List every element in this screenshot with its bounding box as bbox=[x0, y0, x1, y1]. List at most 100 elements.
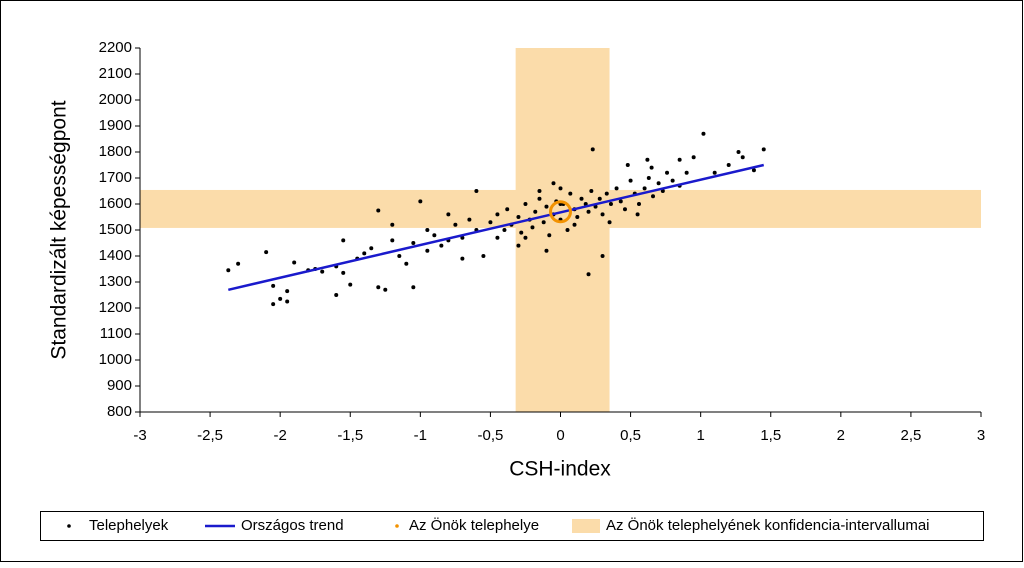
data-point bbox=[677, 157, 682, 162]
y-tick-label: 1400 bbox=[99, 247, 132, 264]
data-point bbox=[551, 181, 556, 186]
data-point bbox=[236, 261, 241, 266]
x-tick-label: 0 bbox=[556, 427, 564, 444]
data-point bbox=[516, 215, 521, 219]
data-point bbox=[636, 202, 641, 206]
x-axis-title: CSH-index bbox=[509, 458, 611, 481]
data-point bbox=[411, 241, 416, 245]
data-point bbox=[656, 181, 661, 186]
data-point bbox=[226, 268, 231, 273]
data-point bbox=[453, 222, 458, 227]
y-tick-label: 1200 bbox=[99, 299, 132, 316]
data-point bbox=[579, 196, 584, 201]
data-point bbox=[701, 131, 706, 136]
data-point bbox=[537, 189, 542, 193]
legend-marker bbox=[572, 519, 600, 533]
data-point bbox=[488, 220, 493, 225]
y-tick-label: 2100 bbox=[99, 65, 132, 82]
y-tick-label: 2200 bbox=[99, 39, 132, 56]
data-point bbox=[446, 212, 451, 217]
data-point bbox=[558, 186, 563, 191]
legend-label: Az Önök telephelye bbox=[409, 516, 539, 534]
data-point bbox=[618, 199, 623, 204]
y-tick-label: 1500 bbox=[99, 221, 132, 238]
data-point bbox=[712, 170, 717, 175]
data-point bbox=[404, 261, 409, 266]
y-tick-label: 1000 bbox=[99, 351, 132, 368]
data-point bbox=[411, 285, 416, 290]
data-point bbox=[646, 176, 651, 180]
x-tick-label: -2 bbox=[273, 427, 286, 444]
data-point bbox=[589, 189, 594, 193]
data-point bbox=[460, 235, 465, 240]
data-point bbox=[397, 254, 402, 258]
data-point bbox=[320, 269, 325, 274]
data-point bbox=[568, 191, 573, 196]
data-point bbox=[362, 251, 367, 256]
data-point bbox=[390, 222, 395, 227]
y-tick-label: 1100 bbox=[100, 325, 132, 342]
legend-box bbox=[40, 511, 984, 541]
own-site-marker bbox=[549, 200, 572, 224]
data-point bbox=[418, 199, 423, 204]
data-point bbox=[341, 238, 346, 243]
data-point bbox=[607, 220, 612, 225]
data-point bbox=[635, 212, 640, 217]
y-tick-label: 1300 bbox=[99, 273, 132, 290]
data-point bbox=[622, 207, 627, 212]
y-tick-label: 900 bbox=[107, 377, 132, 394]
data-point bbox=[334, 293, 339, 297]
data-point bbox=[369, 246, 374, 251]
data-point bbox=[586, 209, 591, 214]
data-point bbox=[751, 168, 756, 173]
data-point bbox=[519, 230, 524, 235]
data-point bbox=[348, 282, 353, 287]
data-point bbox=[590, 147, 595, 152]
data-point bbox=[628, 178, 633, 183]
legend-marker bbox=[67, 524, 71, 528]
legend-label: Telephelyek bbox=[89, 517, 169, 534]
data-point bbox=[481, 254, 486, 258]
x-tick-label: 3 bbox=[977, 427, 985, 444]
data-point bbox=[285, 299, 290, 304]
data-point bbox=[376, 285, 381, 290]
y-tick-label: 1700 bbox=[99, 169, 132, 186]
data-point bbox=[645, 157, 650, 162]
x-tick-label: 1 bbox=[696, 427, 704, 444]
data-point bbox=[600, 212, 605, 217]
x-tick-label: 1,5 bbox=[760, 427, 781, 444]
data-point bbox=[544, 248, 549, 253]
data-point bbox=[726, 163, 731, 167]
data-point bbox=[271, 302, 276, 307]
data-point bbox=[516, 243, 521, 248]
legend-label: Országos trend bbox=[241, 517, 344, 534]
y-tick-label: 1800 bbox=[99, 143, 132, 160]
data-point bbox=[625, 163, 630, 167]
x-tick-label: 2 bbox=[837, 427, 845, 444]
data-point bbox=[439, 243, 444, 248]
y-tick-label: 1900 bbox=[99, 117, 132, 134]
data-point bbox=[271, 283, 276, 288]
data-point bbox=[376, 208, 381, 213]
data-point bbox=[285, 289, 290, 294]
data-point bbox=[597, 196, 602, 201]
data-point bbox=[537, 196, 542, 201]
data-point bbox=[533, 209, 538, 214]
legend-label: Az Önök telephelyének konfidencia-interv… bbox=[606, 516, 930, 534]
y-axis-title: Standardizált képességpont bbox=[48, 100, 71, 359]
x-tick-label: -3 bbox=[133, 427, 146, 444]
data-point bbox=[547, 233, 552, 238]
data-point bbox=[670, 178, 675, 183]
data-point bbox=[425, 248, 430, 253]
data-point bbox=[575, 215, 580, 219]
data-point bbox=[684, 170, 689, 175]
data-point bbox=[505, 207, 510, 212]
data-point bbox=[740, 155, 745, 160]
data-point bbox=[604, 191, 609, 196]
data-point bbox=[432, 233, 437, 238]
x-tick-label: -0,5 bbox=[477, 427, 503, 444]
data-point bbox=[565, 228, 570, 232]
x-tick-label: 2,5 bbox=[900, 427, 921, 444]
